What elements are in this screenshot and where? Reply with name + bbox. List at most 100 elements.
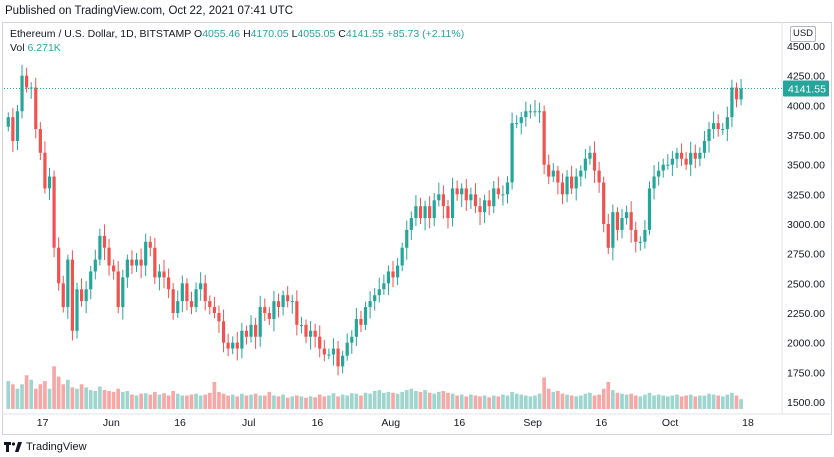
candle-body xyxy=(25,75,29,88)
candle-body xyxy=(212,307,216,313)
candle-body xyxy=(194,289,198,308)
volume-bar xyxy=(240,393,244,409)
candle-body xyxy=(579,170,583,177)
candle-body xyxy=(139,259,143,266)
volume-bar xyxy=(588,392,592,409)
x-tick-label: Aug xyxy=(381,417,400,429)
candle-body xyxy=(647,188,652,230)
volume-bar xyxy=(88,390,93,409)
volume-bar xyxy=(235,396,240,409)
volume-bar xyxy=(716,395,721,409)
volume-bar xyxy=(43,381,47,409)
volume-bar xyxy=(24,375,29,409)
candle-body xyxy=(666,164,670,166)
volume-bar xyxy=(427,392,432,409)
currency-button[interactable]: USD xyxy=(790,26,816,42)
last-price-tag xyxy=(783,80,829,97)
y-tick-label: 2500.00 xyxy=(787,278,825,290)
volume-bar xyxy=(61,384,66,409)
volume-value: 6.271K xyxy=(27,42,61,54)
volume-bar xyxy=(107,391,111,409)
candle-body xyxy=(400,247,404,266)
high-value: 4170.05 xyxy=(250,28,289,40)
candle-body xyxy=(446,206,450,219)
volume-bar xyxy=(272,395,276,409)
candle-body xyxy=(112,265,116,272)
candle-body xyxy=(180,283,184,302)
candle-body xyxy=(258,307,262,337)
volume-bar xyxy=(560,393,565,409)
candle-body xyxy=(368,301,372,308)
candle-body xyxy=(240,330,244,349)
candle-body xyxy=(702,140,707,153)
volume-bar xyxy=(395,393,400,409)
low-value: 4055.05 xyxy=(297,28,336,40)
volume-bar xyxy=(65,379,70,409)
volume-bar xyxy=(391,392,395,409)
volume-bar xyxy=(656,394,661,409)
volume-bar xyxy=(620,393,624,409)
y-tick-label: 3750.00 xyxy=(787,130,825,142)
candle-body xyxy=(153,247,157,278)
candle-body xyxy=(423,206,427,219)
candle-body xyxy=(496,188,500,195)
candle-body xyxy=(308,330,313,337)
volume-bar xyxy=(363,392,368,409)
candle-body xyxy=(20,75,24,112)
volume-bar xyxy=(698,395,702,409)
volume-bar xyxy=(501,394,505,409)
volume-bar xyxy=(629,393,634,409)
volume-bar xyxy=(313,397,317,409)
candle-body xyxy=(693,152,697,159)
candle-body xyxy=(98,235,102,260)
candle-body xyxy=(483,200,487,213)
volume-bar xyxy=(336,396,340,409)
y-tick-label: 2750.00 xyxy=(787,249,825,261)
candle-body xyxy=(295,301,299,325)
volume-bar xyxy=(79,384,84,409)
volume-bar xyxy=(359,395,363,409)
volume-bar xyxy=(436,391,441,409)
candle-body xyxy=(231,342,235,349)
candle-body xyxy=(524,111,528,118)
candle-body xyxy=(652,176,656,189)
volume-bar xyxy=(244,395,249,409)
candle-body xyxy=(299,324,304,326)
y-tick-label: 3500.00 xyxy=(787,160,825,172)
candle-body xyxy=(290,301,294,303)
volume-bar xyxy=(533,395,537,409)
volume-bar xyxy=(597,394,601,409)
volume-bar xyxy=(574,396,579,409)
chart-frame[interactable] xyxy=(2,22,832,435)
volume-bar xyxy=(56,376,61,409)
volume-bar xyxy=(611,390,615,409)
volume-bar xyxy=(153,391,157,409)
candle-body xyxy=(624,212,629,219)
volume-bar xyxy=(38,384,43,409)
candle-body xyxy=(592,152,597,171)
volume-bar xyxy=(102,390,107,409)
candle-body xyxy=(679,152,684,159)
x-tick-label: 17 xyxy=(37,417,49,429)
candle-body xyxy=(487,200,491,207)
volume-bar xyxy=(317,394,322,409)
candle-body xyxy=(313,330,317,337)
volume-bar xyxy=(675,394,679,409)
volume-bar xyxy=(331,393,336,409)
candle-body xyxy=(61,283,65,308)
candle-body xyxy=(254,324,258,337)
volume-bar xyxy=(166,395,171,409)
candle-body xyxy=(661,164,665,171)
volume-bar xyxy=(84,387,88,409)
volume-bar xyxy=(725,394,730,409)
candle-body xyxy=(597,170,601,183)
candle-body xyxy=(716,123,720,130)
volume-bar xyxy=(33,388,38,409)
volume-label: Vol xyxy=(10,42,25,54)
volume-bar xyxy=(368,393,372,409)
volume-bar xyxy=(578,395,583,409)
volume-bar xyxy=(340,394,345,409)
volume-bar xyxy=(661,395,666,409)
volume-bar xyxy=(707,393,711,409)
